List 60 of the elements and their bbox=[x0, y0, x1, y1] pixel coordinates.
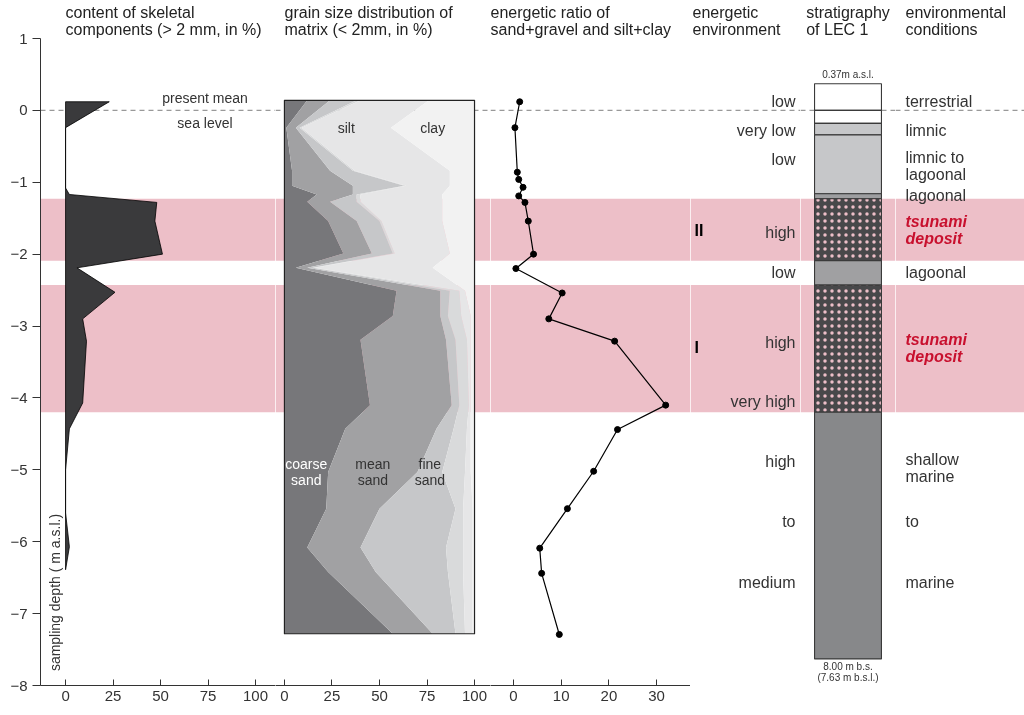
x-tick-label: 30 bbox=[648, 686, 665, 704]
y-tick-label: 1 bbox=[19, 29, 28, 47]
y-tick-label: −2 bbox=[10, 245, 28, 263]
x-tick-label: 100 bbox=[462, 686, 488, 704]
text: tsunami deposit bbox=[905, 213, 968, 248]
text: very low bbox=[736, 122, 796, 140]
series-label: silt bbox=[337, 119, 355, 136]
series-label: coarse sand bbox=[285, 455, 328, 488]
text: lagoonal bbox=[905, 187, 966, 205]
y-tick-label: −1 bbox=[10, 173, 28, 191]
y-tick-label: −6 bbox=[10, 532, 28, 550]
chart-title: content of skeletal components (> 2 mm, in %) bbox=[65, 3, 262, 38]
x-tick-label: 0 bbox=[61, 686, 70, 704]
y-axis-title: sampling depth ( m a.s.l.) bbox=[46, 513, 63, 672]
text: marine bbox=[905, 574, 955, 592]
y-tick-label: 0 bbox=[19, 101, 28, 119]
ref-line-label: present mean sea level bbox=[162, 89, 248, 132]
text: high bbox=[765, 452, 796, 470]
text: very high bbox=[730, 393, 796, 411]
text: low bbox=[771, 151, 796, 169]
text: shallow marine bbox=[905, 451, 960, 486]
text: to bbox=[905, 513, 919, 531]
x-tick-label: 10 bbox=[552, 686, 570, 704]
chart-title: stratigraphy of LEC 1 bbox=[806, 3, 890, 38]
series-label: mean sand bbox=[355, 455, 391, 488]
chart-title: grain size distribution of matrix (< 2mm, in %) bbox=[284, 3, 454, 38]
text: to bbox=[782, 513, 796, 531]
text: limnic bbox=[905, 122, 947, 140]
y-tick-label: −7 bbox=[10, 604, 28, 622]
text: energetic environment bbox=[692, 3, 782, 38]
text: II bbox=[694, 221, 704, 239]
chart-title: energetic ratio of sand+gravel and silt+clay bbox=[490, 3, 672, 38]
annotation: 0.37m a.s.l. bbox=[822, 68, 874, 80]
x-tick-label: 75 bbox=[418, 686, 436, 704]
text: terrestrial bbox=[905, 93, 973, 111]
y-tick-label: −5 bbox=[10, 460, 28, 478]
text: lagoonal bbox=[905, 264, 966, 282]
x-tick-label: 0 bbox=[280, 686, 289, 704]
text: high bbox=[765, 334, 796, 352]
x-tick-label: 0 bbox=[509, 686, 518, 704]
text: low bbox=[771, 93, 796, 111]
x-tick-label: 25 bbox=[104, 686, 122, 704]
text: high bbox=[765, 224, 796, 242]
text: environmental conditions bbox=[905, 3, 1006, 38]
x-tick-label: 50 bbox=[371, 686, 388, 704]
series-label: fine sand bbox=[414, 455, 446, 488]
series-label: clay bbox=[420, 119, 446, 136]
y-tick-label: −4 bbox=[10, 388, 28, 406]
text: I bbox=[694, 339, 699, 357]
x-tick-label: 100 bbox=[243, 686, 269, 704]
y-tick-label: −3 bbox=[10, 317, 28, 335]
x-tick-label: 25 bbox=[323, 686, 341, 704]
text: medium bbox=[738, 574, 796, 592]
x-tick-label: 20 bbox=[600, 686, 618, 704]
annotation: 8.00 m b.s. (7.63 m b.s.l.) bbox=[817, 660, 879, 683]
x-tick-label: 75 bbox=[199, 686, 217, 704]
text: tsunami deposit bbox=[905, 330, 968, 365]
y-tick-label: −8 bbox=[10, 676, 28, 694]
x-tick-label: 50 bbox=[152, 686, 169, 704]
text: low bbox=[771, 264, 796, 282]
